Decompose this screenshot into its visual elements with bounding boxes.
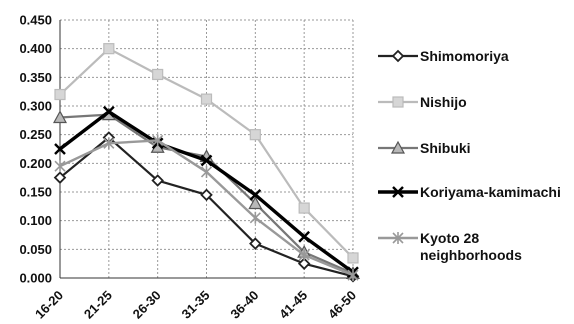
- legend-entry: Shibuki: [378, 140, 471, 156]
- data-point: [103, 43, 115, 55]
- data-point: [200, 188, 213, 202]
- legend-label: Nishijo: [420, 94, 467, 110]
- x-tick-label: 36-40: [227, 288, 261, 322]
- x-tick-label: 41-45: [276, 288, 310, 322]
- series-layer: [52, 43, 361, 283]
- data-point: [52, 110, 68, 124]
- series-koriyama-kamimachi: [54, 105, 359, 279]
- data-point: [54, 143, 66, 155]
- legend-marker: [390, 140, 406, 154]
- data-point: [297, 257, 311, 270]
- y-tick-label: 0.450: [19, 13, 52, 28]
- legend-marker: [392, 96, 404, 108]
- y-tick-label: 0.350: [19, 70, 52, 85]
- data-point: [347, 252, 359, 264]
- legend-marker: [392, 186, 404, 198]
- data-point: [53, 171, 67, 184]
- data-point: [200, 93, 213, 105]
- legend-entry: Kyoto 28 neighborhoods: [378, 230, 522, 263]
- y-tick-label: 0.150: [19, 185, 52, 200]
- legend-entry: Nishijo: [378, 94, 467, 110]
- data-point: [249, 189, 262, 201]
- data-point: [249, 237, 262, 250]
- x-tick-label: 16-20: [32, 288, 66, 322]
- series-kyoto-28-neighborhoods: [54, 134, 359, 282]
- data-point: [200, 154, 213, 167]
- legend-marker: [391, 49, 405, 63]
- x-tick-label: 26-30: [130, 288, 164, 322]
- legend-label: Kyoto 28 neighborhoods: [420, 230, 522, 263]
- axis-layer: 0.000 0.050 0.100 0.150 0.200 0.250 0.300 0.350…: [19, 13, 359, 322]
- data-point: [248, 196, 263, 210]
- legend-entry: Koriyama-kamimachi: [378, 184, 561, 200]
- data-point: [347, 269, 359, 282]
- data-point: [298, 202, 310, 214]
- y-tick-label: 0.200: [19, 156, 52, 171]
- legend-label: Shibuki: [420, 140, 471, 156]
- data-point: [152, 134, 164, 147]
- y-tick-label: 0.050: [19, 242, 52, 257]
- x-tick-label: 21-25: [81, 288, 115, 322]
- series-nishijo: [54, 43, 359, 264]
- y-tick-label: 0.300: [19, 99, 52, 114]
- data-point: [151, 174, 164, 187]
- data-point: [298, 249, 310, 262]
- data-point: [249, 211, 261, 224]
- y-tick-label: 0.400: [19, 41, 52, 56]
- data-point: [249, 129, 261, 141]
- y-tick-label: 0.250: [19, 127, 52, 142]
- data-point: [102, 105, 115, 118]
- y-tick-label: 0.000: [19, 271, 52, 286]
- data-point: [152, 68, 164, 81]
- legend-label: Shimomoriya: [420, 48, 509, 64]
- data-point: [103, 137, 115, 150]
- data-point: [298, 230, 311, 243]
- y-tick-label: 0.100: [19, 213, 52, 228]
- data-point: [54, 160, 66, 173]
- x-tick-label: 46-50: [325, 288, 359, 322]
- legend-entry: Shimomoriya: [378, 48, 509, 64]
- data-point: [54, 88, 66, 101]
- legend: Shimomoriya Nishijo Shibuki Koriyama-kamima…: [378, 48, 561, 263]
- data-point: [200, 165, 213, 178]
- x-tick-label: 31-35: [179, 288, 213, 322]
- legend-label: Koriyama-kamimachi: [420, 184, 561, 200]
- legend-marker: [392, 232, 404, 244]
